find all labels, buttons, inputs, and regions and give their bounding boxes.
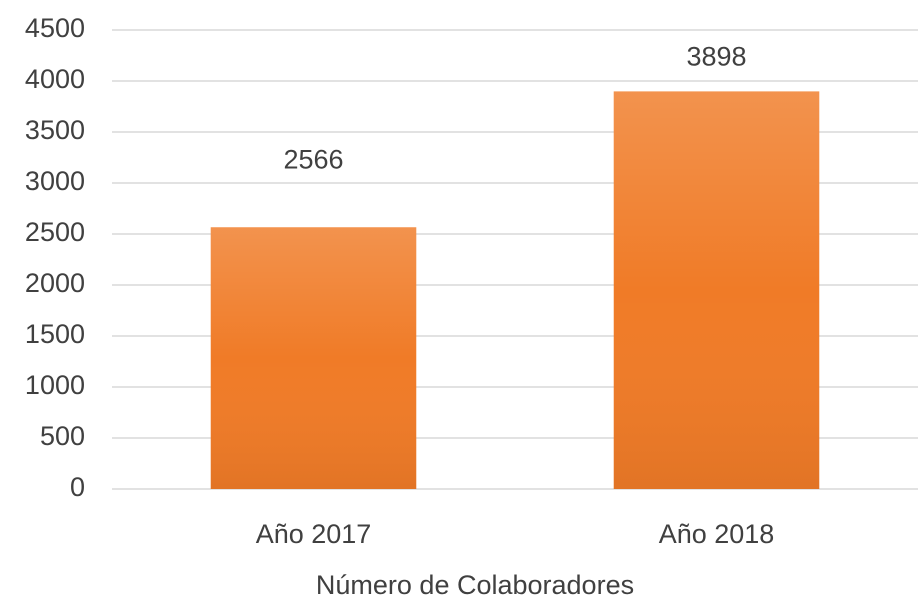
y-tick-label: 2500 — [25, 217, 85, 247]
y-tick-label: 500 — [40, 421, 85, 451]
data-label: 2566 — [283, 144, 343, 174]
y-tick-label: 3000 — [25, 166, 85, 196]
bar-shading — [613, 91, 820, 490]
x-axis-title: Número de Colaboradores — [316, 570, 634, 600]
x-tick-label: Año 2018 — [659, 519, 775, 549]
y-tick-label: 3500 — [25, 115, 85, 145]
y-tick-label: 4000 — [25, 64, 85, 94]
y-tick-label: 1500 — [25, 319, 85, 349]
y-tick-label: 2000 — [25, 268, 85, 298]
y-tick-label: 4500 — [25, 13, 85, 43]
x-tick-label: Año 2017 — [256, 519, 372, 549]
y-tick-label: 1000 — [25, 370, 85, 400]
bar-shading — [210, 227, 417, 489]
y-tick-label: 0 — [70, 472, 85, 502]
data-label: 3898 — [686, 42, 746, 72]
